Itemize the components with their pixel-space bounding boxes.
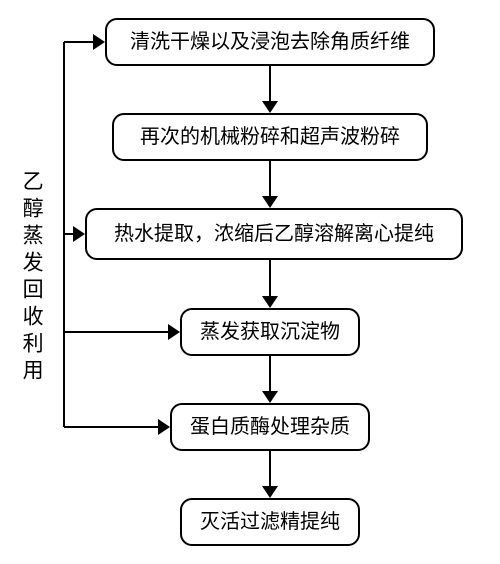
edges-layer [0,0,500,564]
flow-node: 清洗干燥以及浸泡去除角质纤维 [105,18,435,66]
flow-node: 蒸发获取沉淀物 [180,308,360,356]
side-label: 乙醇蒸发回收利用 [20,170,43,386]
flow-node: 蛋白质酶处理杂质 [170,403,370,451]
flow-node: 灭活过滤精提纯 [180,498,360,546]
flow-node: 热水提取，浓缩后乙醇溶解离心提纯 [85,208,463,260]
flowchart-container: 清洗干燥以及浸泡去除角质纤维再次的机械粉碎和超声波粉碎热水提取，浓缩后乙醇溶解离… [0,0,500,564]
flow-node: 再次的机械粉碎和超声波粉碎 [112,113,428,161]
